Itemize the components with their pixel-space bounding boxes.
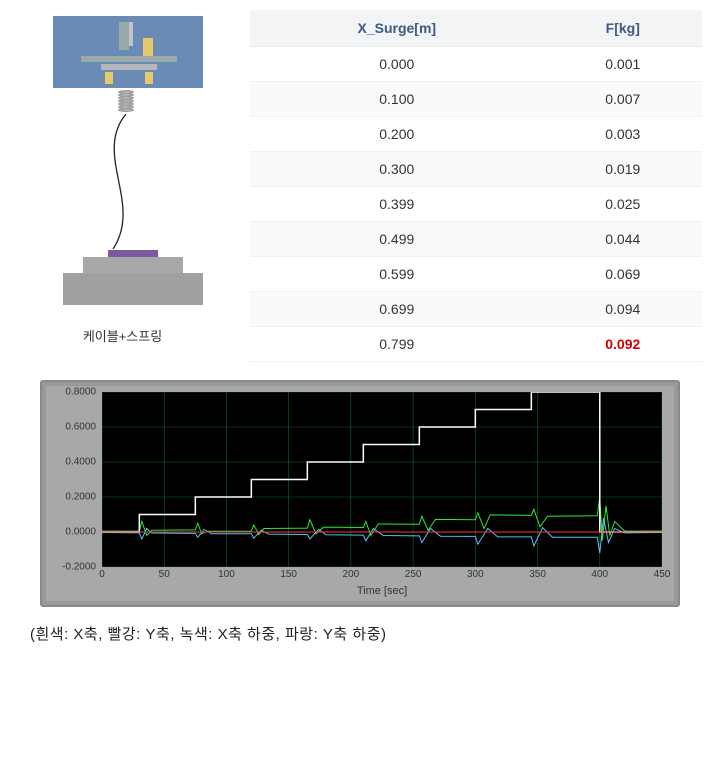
table-row: 0.1000.007 (250, 82, 702, 117)
chart-legend-caption: (흰색: X축, 빨강: Y축, 녹색: X축 하중, 파랑: Y축 하중) (30, 623, 702, 644)
mechanism-diagram: 케이블+스프링 (10, 10, 235, 345)
table-cell: 0.069 (544, 257, 702, 292)
table-cell: 0.019 (544, 152, 702, 187)
table-cell: 0.200 (250, 117, 544, 152)
sample-platform (108, 250, 158, 257)
table-cell: 0.001 (544, 47, 702, 82)
x-axis-title: Time [sec] (357, 585, 407, 597)
table-cell: 0.799 (250, 327, 544, 362)
table-cell: 0.044 (544, 222, 702, 257)
base-block (63, 273, 203, 305)
table-row: 0.0000.001 (250, 47, 702, 82)
table-cell: 0.599 (250, 257, 544, 292)
table-row: 0.5990.069 (250, 257, 702, 292)
table-cell: 0.094 (544, 292, 702, 327)
table-cell: 0.025 (544, 187, 702, 222)
table-cell: 0.499 (250, 222, 544, 257)
table-header: F[kg] (544, 10, 702, 47)
spring-icon (118, 90, 134, 111)
table-cell: 0.399 (250, 187, 544, 222)
table-cell: 0.000 (250, 47, 544, 82)
table-row: 0.4990.044 (250, 222, 702, 257)
table-row: 0.2000.003 (250, 117, 702, 152)
table-row: 0.3990.025 (250, 187, 702, 222)
cable-curve (73, 114, 173, 249)
table-row: 0.3000.019 (250, 152, 702, 187)
table-cell: 0.100 (250, 82, 544, 117)
time-series-chart: -0.20000.00000.20000.40000.60000.8000 05… (40, 380, 680, 607)
fixture-block (53, 16, 203, 88)
surge-force-table: X_Surge[m]F[kg] 0.0000.0010.1000.0070.20… (250, 10, 702, 362)
table-row: 0.7990.092 (250, 327, 702, 362)
table-cell: 0.699 (250, 292, 544, 327)
table-cell: 0.092 (544, 327, 702, 362)
table-cell: 0.007 (544, 82, 702, 117)
table-row: 0.6990.094 (250, 292, 702, 327)
table-cell: 0.003 (544, 117, 702, 152)
base-mid (83, 257, 183, 273)
diagram-caption: 케이블+스프링 (83, 326, 162, 345)
table-header: X_Surge[m] (250, 10, 544, 47)
table-cell: 0.300 (250, 152, 544, 187)
